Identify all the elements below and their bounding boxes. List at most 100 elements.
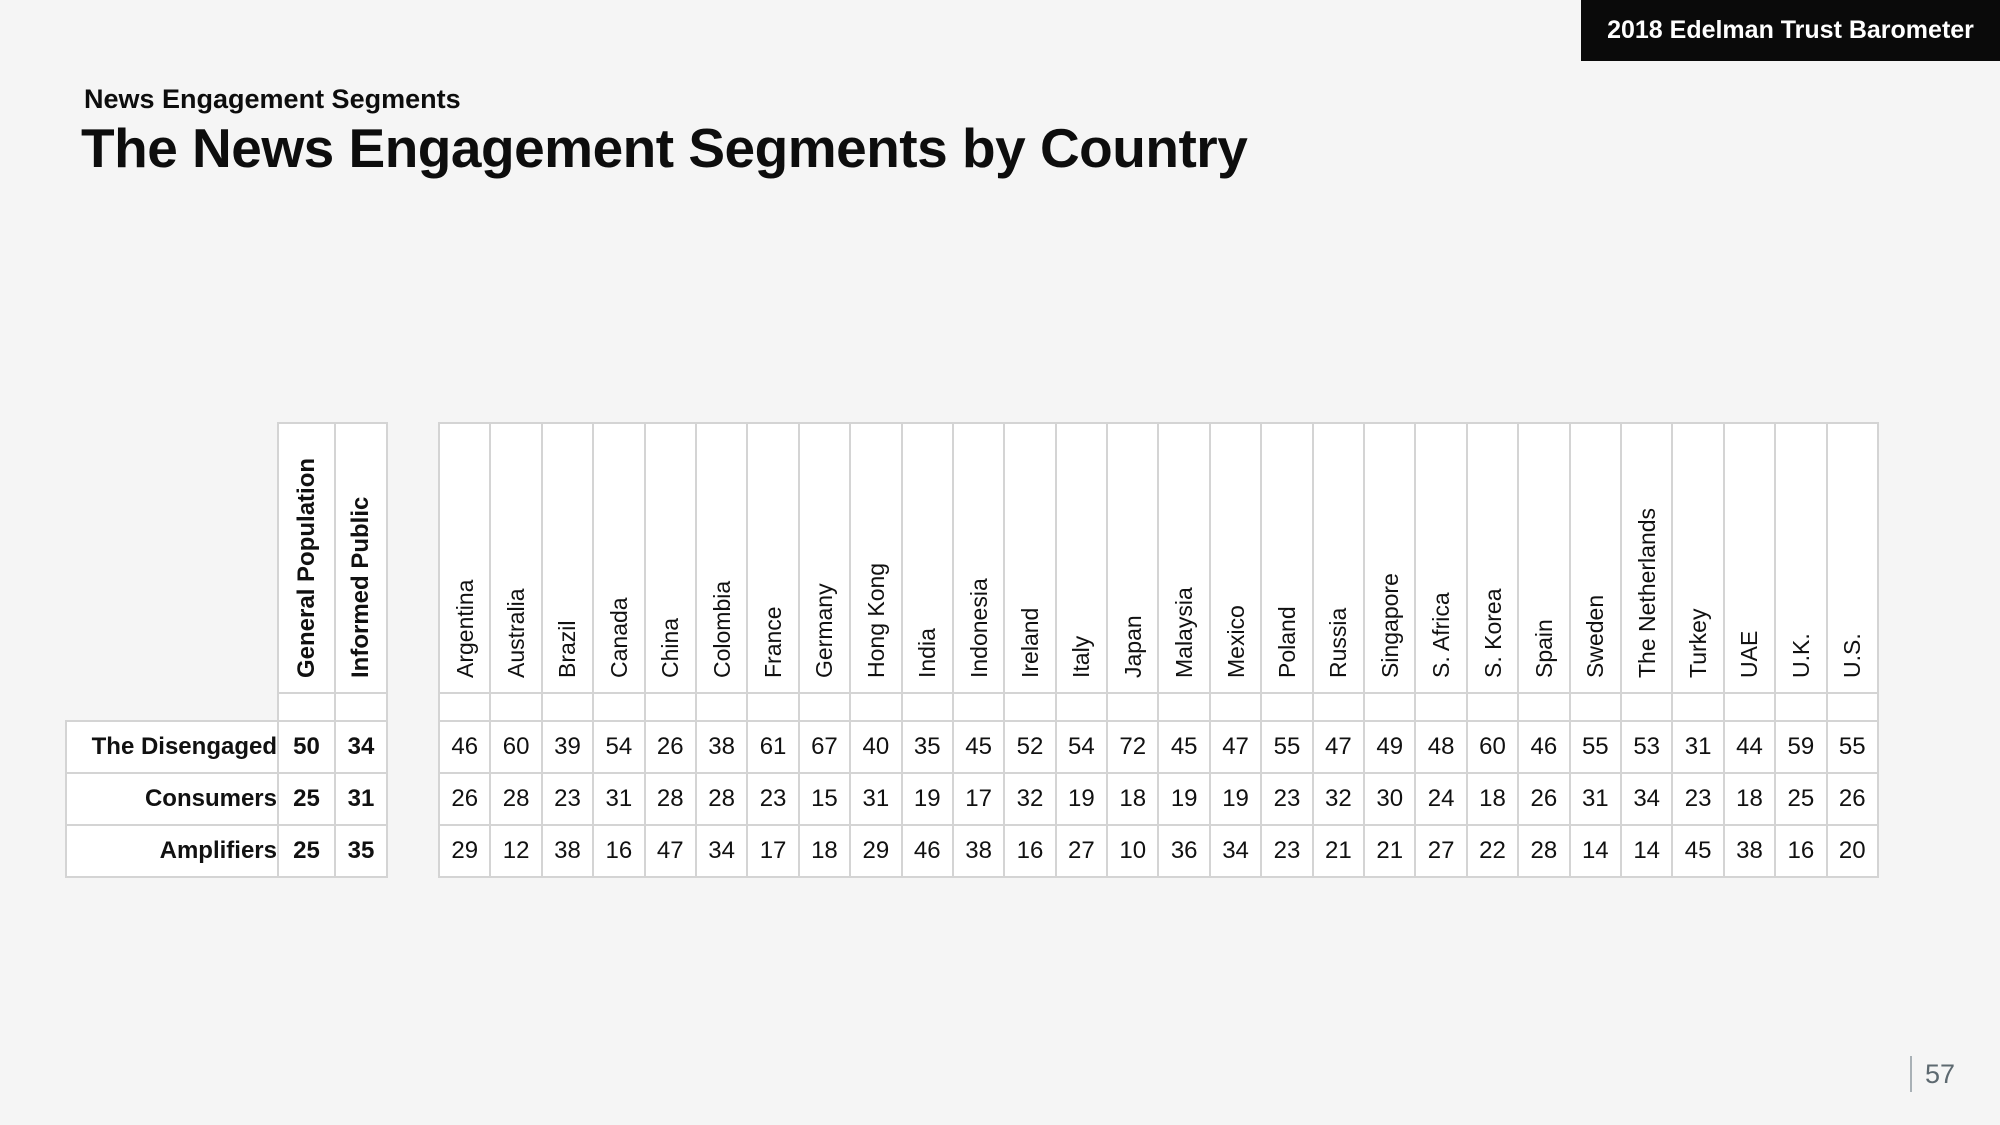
- value-cell: 45: [1157, 720, 1211, 774]
- col-header-label: Japan: [1119, 615, 1146, 678]
- col-header-label: China: [657, 617, 684, 678]
- value-cell: 28: [643, 772, 697, 826]
- value-cell: 53: [1619, 720, 1674, 774]
- col-header-ireland: Ireland: [1003, 422, 1057, 694]
- col-header-germany: Germany: [797, 422, 852, 694]
- value-cell: 67: [797, 720, 852, 774]
- value-cell: 29: [437, 824, 492, 878]
- col-header-india: India: [900, 422, 954, 694]
- col-header-australia: Australia: [489, 422, 543, 694]
- spacer-cell: [1106, 692, 1160, 722]
- corner-spacer: [66, 693, 278, 721]
- segments-table: General Population Informed Public Argenti…: [65, 422, 1879, 878]
- value-cell: 18: [797, 824, 852, 878]
- spacer-cell: [1722, 692, 1777, 722]
- value-cell: 55: [1825, 720, 1879, 774]
- col-header-malaysia: Malaysia: [1157, 422, 1211, 694]
- value-cell: 38: [540, 824, 595, 878]
- value-cell-informed-public: 34: [334, 720, 388, 774]
- value-cell: 55: [1260, 720, 1314, 774]
- value-cell: 17: [951, 772, 1006, 826]
- spacer-cell: [1671, 692, 1725, 722]
- col-header-s-korea: S. Korea: [1465, 422, 1520, 694]
- value-cell: 31: [1568, 772, 1622, 826]
- value-cell: 20: [1825, 824, 1879, 878]
- value-cell: 27: [1054, 824, 1109, 878]
- col-header-canada: Canada: [592, 422, 646, 694]
- value-cell: 16: [592, 824, 646, 878]
- col-header-poland: Poland: [1260, 422, 1314, 694]
- value-cell: 18: [1722, 772, 1777, 826]
- col-header-label: Hong Kong: [862, 562, 889, 678]
- value-cell: 34: [694, 824, 749, 878]
- col-header-label: U.S.: [1839, 633, 1866, 678]
- spacer-cell: [797, 692, 852, 722]
- value-cell: 45: [951, 720, 1006, 774]
- value-cell: 14: [1619, 824, 1674, 878]
- gap-column: [387, 825, 439, 877]
- gap-column: [387, 721, 439, 773]
- col-header-turkey: Turkey: [1671, 422, 1725, 694]
- value-cell: 60: [1465, 720, 1520, 774]
- value-cell-informed-public: 31: [334, 772, 388, 826]
- col-header-russia: Russia: [1311, 422, 1366, 694]
- spacer-cell: [1825, 692, 1879, 722]
- value-cell: 21: [1363, 824, 1417, 878]
- col-header-label: Spain: [1530, 619, 1557, 678]
- col-header-label: Australia: [503, 588, 530, 678]
- table-row-consumers: Consumers 25 31 26 28 23 31 28 28 23 15 31 19 17 32 19 1…: [65, 772, 1879, 826]
- col-header-label: Argentina: [451, 579, 478, 678]
- value-cell: 22: [1465, 824, 1520, 878]
- col-header-the-netherlands: The Netherlands: [1619, 422, 1674, 694]
- gap-column: [387, 423, 439, 693]
- header-row: General Population Informed Public Argenti…: [66, 422, 1879, 694]
- col-header-label: Malaysia: [1171, 587, 1198, 678]
- value-cell: 40: [849, 720, 903, 774]
- value-cell: 46: [437, 720, 492, 774]
- value-cell: 14: [1568, 824, 1622, 878]
- value-cell-general-population: 50: [277, 720, 336, 774]
- value-cell: 60: [489, 720, 543, 774]
- col-header-singapore: Singapore: [1363, 422, 1417, 694]
- row-label-consumers: Consumers: [65, 772, 279, 826]
- col-header-label: Informed Public: [347, 496, 374, 678]
- spacer-cell: [1619, 692, 1674, 722]
- gap-column: [387, 773, 439, 825]
- page-title: The News Engagement Segments by Country: [81, 117, 1248, 179]
- col-header-label: Indonesia: [965, 578, 992, 678]
- value-cell: 23: [1260, 824, 1314, 878]
- col-header-label: S. Korea: [1479, 588, 1506, 679]
- spacer-cell: [694, 692, 749, 722]
- value-cell: 52: [1003, 720, 1057, 774]
- spacer-row: [66, 692, 1879, 722]
- spacer-cell: [1465, 692, 1520, 722]
- value-cell: 32: [1003, 772, 1057, 826]
- value-cell: 19: [1157, 772, 1211, 826]
- col-header-sweden: Sweden: [1568, 422, 1622, 694]
- col-header-label: The Netherlands: [1633, 507, 1660, 678]
- page-number-value: 57: [1925, 1058, 1956, 1089]
- value-cell: 35: [900, 720, 954, 774]
- value-cell: 38: [694, 720, 749, 774]
- value-cell: 31: [1671, 720, 1725, 774]
- value-cell: 25: [1774, 772, 1828, 826]
- spacer-cell: [746, 692, 800, 722]
- table-row-amplifiers: Amplifiers 25 35 29 12 38 16 47 34 17 18 29 46 38 16 27…: [65, 824, 1879, 878]
- spacer-cell: [1363, 692, 1417, 722]
- col-header-label: Brazil: [554, 620, 581, 678]
- page-number: 57: [1910, 1056, 1955, 1092]
- col-header-indonesia: Indonesia: [951, 422, 1006, 694]
- spacer-cell: [900, 692, 954, 722]
- value-cell: 18: [1465, 772, 1520, 826]
- value-cell: 31: [592, 772, 646, 826]
- value-cell: 61: [746, 720, 800, 774]
- value-cell: 38: [1722, 824, 1777, 878]
- spacer-cell: [277, 692, 336, 722]
- report-badge-label: 2018 Edelman Trust Barometer: [1607, 16, 1974, 44]
- value-cell: 47: [1208, 720, 1263, 774]
- spacer-cell: [643, 692, 697, 722]
- value-cell: 39: [540, 720, 595, 774]
- col-header-u-s: U.S.: [1825, 422, 1879, 694]
- spacer-cell: [489, 692, 543, 722]
- row-label-the-disengaged: The Disengaged: [65, 720, 279, 774]
